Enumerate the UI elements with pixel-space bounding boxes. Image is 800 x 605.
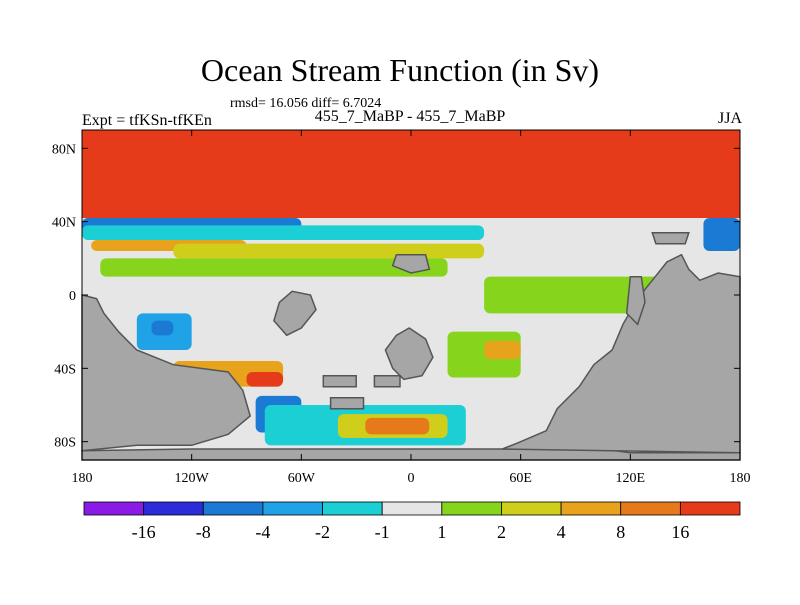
land-island-west (273, 290, 317, 337)
land-island-center (384, 327, 434, 381)
colorbar-swatch (381, 501, 443, 516)
y-tick-label: 40S (54, 362, 76, 377)
land-west-continent (81, 294, 252, 452)
x-tick-label: 180 (72, 471, 93, 486)
y-tick-label: 80N (52, 142, 76, 157)
colorbar-label: 1 (437, 522, 446, 542)
field-east-blue (703, 218, 740, 251)
land-east-continent (502, 253, 741, 454)
x-tick-label: 120W (175, 471, 210, 486)
x-tick-label: 0 (408, 471, 415, 486)
field-south-orange-core (365, 417, 430, 435)
y-tick-label: 40N (52, 216, 76, 231)
field-south-red (246, 372, 284, 387)
x-tick-label: 180 (730, 471, 751, 486)
season-label: JJA (717, 110, 742, 127)
colorbar-swatch (441, 501, 502, 516)
land-island-south-1 (322, 374, 357, 388)
colorbar-label: -1 (375, 522, 390, 542)
colorbar-swatch (143, 501, 204, 516)
colorbar-swatch (501, 501, 562, 516)
colorbar-swatch (262, 501, 323, 516)
colorbar-swatch (322, 501, 383, 516)
field-eq-green (100, 258, 448, 277)
colorbar-label: -2 (315, 522, 330, 542)
stats-text: rmsd= 16.056 diff= 6.7024 (230, 96, 382, 111)
y-tick-label: 0 (69, 289, 76, 304)
field-northern-band (82, 130, 740, 218)
colorbar-label: 16 (671, 522, 689, 542)
chart-title: Ocean Stream Function (in Sv) (200, 52, 600, 88)
land-island-east (625, 275, 646, 326)
land-island-south-2 (373, 374, 401, 388)
field-indian-orange (484, 340, 521, 360)
field-band-25n-yellow (173, 243, 485, 259)
colorbar-label: -16 (132, 522, 156, 542)
chart-subtitle: 455_7_MaBP - 455_7_MaBP (314, 108, 506, 125)
x-tick-label: 60W (288, 471, 316, 486)
colorbar-swatch (83, 501, 145, 516)
land-island-south-3 (329, 396, 365, 410)
y-tick-label: 80S (54, 436, 76, 451)
colorbar-label: 2 (497, 522, 506, 542)
colorbar-swatch (560, 501, 622, 516)
x-tick-label: 120E (616, 471, 646, 486)
x-tick-label: 60E (509, 471, 532, 486)
field-eq-green-east (484, 276, 667, 314)
colorbar-label: -4 (255, 522, 270, 542)
colorbar-swatch (620, 501, 681, 516)
colorbar-label: 8 (616, 522, 625, 542)
colorbar-swatch (679, 501, 741, 516)
field-band-35n-cyan (82, 225, 485, 240)
experiment-label: Expt = tfKSn-tfKEn (82, 112, 212, 129)
colorbar-swatch (202, 501, 264, 516)
land-island-north (391, 253, 431, 274)
field-south-pac-dark (151, 320, 174, 336)
land-island-far-east (651, 231, 690, 245)
colorbar-label: -8 (196, 522, 211, 542)
colorbar-label: 4 (557, 522, 566, 542)
